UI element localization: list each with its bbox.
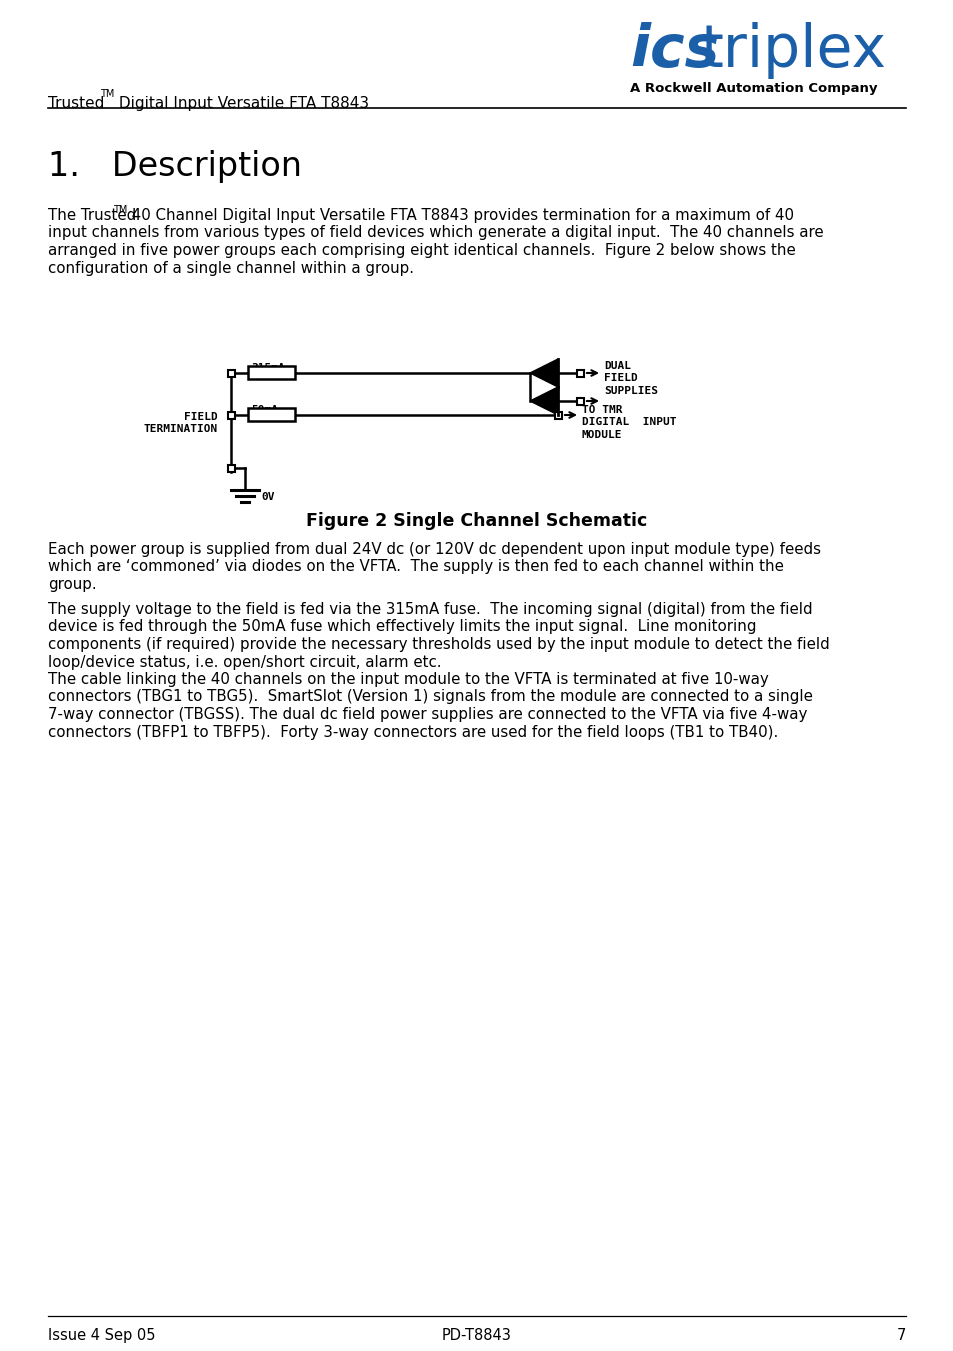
Bar xyxy=(248,366,294,380)
Text: 7-way connector (TBGSS). The dual dc field power supplies are connected to the V: 7-way connector (TBGSS). The dual dc fie… xyxy=(48,707,806,721)
Text: A Rockwell Automation Company: A Rockwell Automation Company xyxy=(629,82,877,95)
Text: triplex: triplex xyxy=(700,22,885,78)
Text: connectors (TBG1 to TBG5).  SmartSlot (Version 1) signals from the module are co: connectors (TBG1 to TBG5). SmartSlot (Ve… xyxy=(48,689,812,704)
Text: Issue 4 Sep 05: Issue 4 Sep 05 xyxy=(48,1328,155,1343)
Bar xyxy=(228,465,234,471)
Text: PD-T8843: PD-T8843 xyxy=(441,1328,512,1343)
Text: group.: group. xyxy=(48,577,96,592)
Text: connectors (TBFP1 to TBFP5).  Forty 3-way connectors are used for the field loop: connectors (TBFP1 to TBFP5). Forty 3-way… xyxy=(48,724,778,739)
Text: which are ‘commoned’ via diodes on the VFTA.  The supply is then fed to each cha: which are ‘commoned’ via diodes on the V… xyxy=(48,559,783,574)
Text: The supply voltage to the field is fed via the 315mA fuse.  The incoming signal : The supply voltage to the field is fed v… xyxy=(48,603,812,617)
Text: TM: TM xyxy=(100,89,114,99)
Text: TO TMR
DIGITAL  INPUT
MODULE: TO TMR DIGITAL INPUT MODULE xyxy=(581,405,676,440)
Text: input channels from various types of field devices which generate a digital inpu: input channels from various types of fie… xyxy=(48,226,822,240)
Text: components (if required) provide the necessary thresholds used by the input modu: components (if required) provide the nec… xyxy=(48,638,829,653)
Text: 7: 7 xyxy=(896,1328,905,1343)
Bar xyxy=(228,370,234,377)
Bar xyxy=(577,399,583,405)
Text: configuration of a single channel within a group.: configuration of a single channel within… xyxy=(48,261,414,276)
Text: 40 Channel Digital Input Versatile FTA T8843 provides termination for a maximum : 40 Channel Digital Input Versatile FTA T… xyxy=(127,208,793,223)
Text: 1.   Description: 1. Description xyxy=(48,150,302,182)
Polygon shape xyxy=(530,386,558,415)
Text: DUAL
FIELD
SUPPLIES: DUAL FIELD SUPPLIES xyxy=(603,361,658,396)
Text: FIELD
TERMINATION: FIELD TERMINATION xyxy=(144,412,218,435)
Text: Trusted: Trusted xyxy=(48,96,104,111)
Text: TM: TM xyxy=(112,205,128,215)
Text: 0V: 0V xyxy=(261,492,274,503)
Text: Digital Input Versatile FTA T8843: Digital Input Versatile FTA T8843 xyxy=(113,96,369,111)
Bar xyxy=(248,408,294,422)
Text: ics: ics xyxy=(629,22,719,78)
Text: loop/device status, i.e. open/short circuit, alarm etc.: loop/device status, i.e. open/short circ… xyxy=(48,654,441,670)
Text: The cable linking the 40 channels on the input module to the VFTA is terminated : The cable linking the 40 channels on the… xyxy=(48,671,768,688)
Text: Figure 2 Single Channel Schematic: Figure 2 Single Channel Schematic xyxy=(306,512,647,530)
Bar xyxy=(228,412,234,419)
Bar xyxy=(555,412,561,419)
Text: arranged in five power groups each comprising eight identical channels.  Figure : arranged in five power groups each compr… xyxy=(48,243,795,258)
Text: Each power group is supplied from dual 24V dc (or 120V dc dependent upon input m: Each power group is supplied from dual 2… xyxy=(48,542,821,557)
Text: device is fed through the 50mA fuse which effectively limits the input signal.  : device is fed through the 50mA fuse whic… xyxy=(48,620,756,635)
Polygon shape xyxy=(530,359,558,386)
Text: 315mA: 315mA xyxy=(251,363,284,373)
Bar xyxy=(577,370,583,377)
Text: The Trusted: The Trusted xyxy=(48,208,136,223)
Text: 50mA: 50mA xyxy=(251,405,277,415)
